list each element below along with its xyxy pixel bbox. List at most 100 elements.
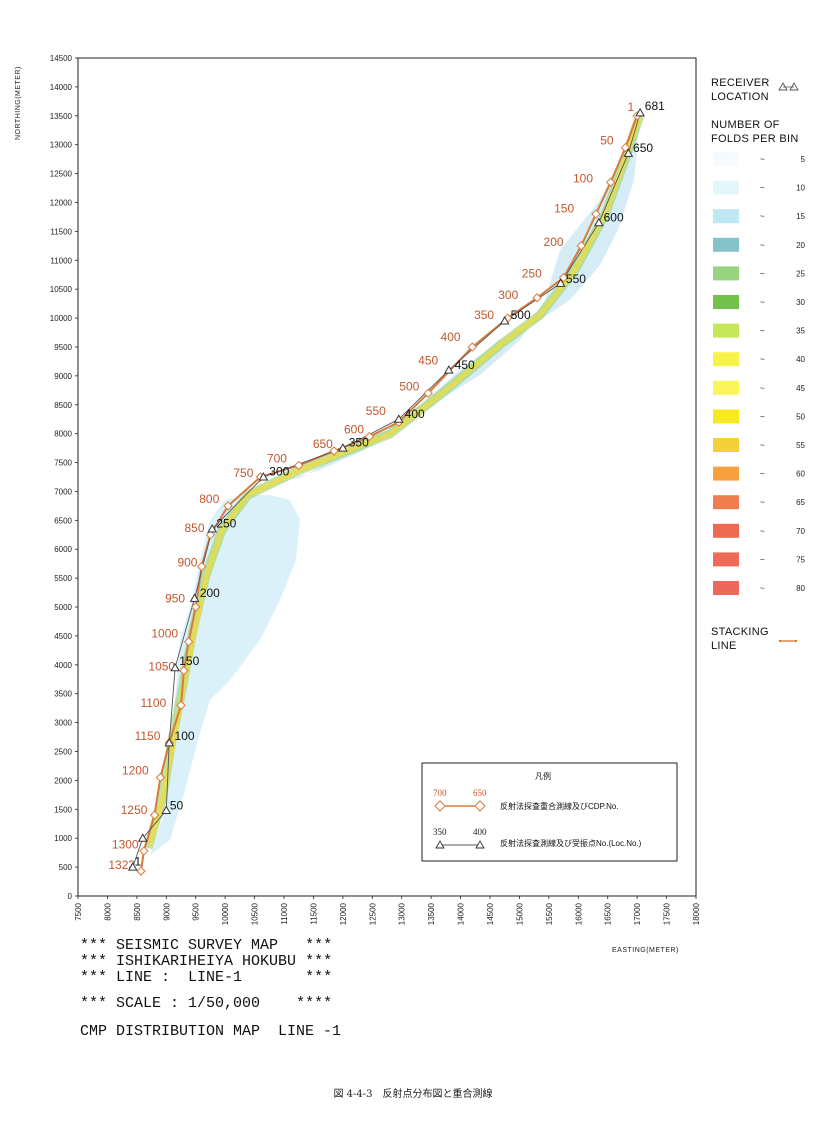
y-tick-label: 13500 (50, 112, 73, 121)
fold-range-tilde: ~ (760, 584, 765, 593)
cdp-number-label: 350 (474, 308, 494, 322)
x-tick-label: 8000 (103, 902, 112, 920)
y-tick-label: 14500 (50, 54, 73, 63)
cdp-number-label: 1050 (148, 660, 175, 674)
x-tick-label: 13000 (398, 902, 407, 925)
legend-cdp-b: 650 (473, 788, 487, 798)
x-tick-label: 16000 (574, 902, 583, 925)
y-tick-label: 4000 (54, 661, 72, 670)
receiver-triangle-marker (258, 471, 269, 481)
fold-range-tilde: ~ (760, 212, 765, 221)
legend-box-title: 凡例 (535, 771, 551, 781)
fold-class-value: 25 (796, 269, 805, 278)
x-tick-label: 9000 (162, 902, 171, 920)
cdp-number-label: 1100 (140, 696, 166, 710)
y-tick-label: 4500 (54, 632, 72, 641)
y-tick-label: 6500 (54, 516, 72, 525)
receiver-number-label: 450 (455, 358, 475, 372)
receiver-markers: 1501001502002503003504004505005506006506… (127, 99, 665, 871)
fold-range-tilde: ~ (760, 155, 765, 164)
cdp-diamond-marker (191, 602, 201, 612)
fold-range-tilde: ~ (760, 327, 765, 336)
fold-color-swatch (713, 581, 739, 595)
cdp-number-label: 1 (628, 100, 635, 114)
y-tick-label: 11000 (50, 256, 72, 265)
info-line-scale: *** SCALE : 1/50,000 **** (80, 995, 333, 1012)
y-tick-label: 3500 (54, 690, 72, 699)
receiver-triangle-marker (137, 833, 148, 842)
x-tick-label: 10500 (251, 902, 260, 925)
legend-cdp-a: 700 (433, 788, 447, 798)
fold-range-tilde: ~ (760, 269, 765, 278)
cdp-number-label: 800 (199, 492, 219, 506)
fold-range-tilde: ~ (760, 527, 765, 536)
stacking-legend-icon (778, 639, 798, 643)
cdp-diamond-marker (576, 241, 586, 251)
y-tick-label: 5000 (54, 603, 72, 612)
receiver-triangle-marker (499, 315, 510, 325)
receiver-number-label: 150 (179, 654, 199, 668)
fold-class-value: 40 (796, 355, 805, 364)
cdp-diamond-marker (329, 446, 339, 456)
cdp-diamond-marker (196, 561, 207, 572)
fold-class-value: 35 (796, 327, 805, 336)
y-tick-label: 500 (59, 863, 73, 872)
fold-range-tilde: ~ (760, 298, 765, 307)
cdp-number-label: 100 (573, 171, 593, 185)
x-tick-label: 14500 (486, 902, 495, 925)
cdp-diamond-marker (467, 342, 478, 352)
folds-legend-heading: NUMBER OF (711, 119, 780, 131)
x-tick-label: 15500 (545, 902, 554, 925)
y-tick-label: 1500 (54, 805, 72, 814)
folds-legend-heading-2: FOLDS PER BIN (711, 133, 799, 145)
cdp-diamond-marker (605, 177, 616, 187)
fold-color-swatch (713, 380, 739, 395)
cdp-diamond-marker (155, 772, 166, 783)
y-tick-label: 8500 (54, 401, 72, 410)
cdp-number-label: 150 (554, 201, 574, 215)
fold-color-swatch (713, 180, 739, 195)
cdp-diamond-marker (620, 142, 631, 153)
legend-loc-a: 350 (433, 827, 447, 837)
coverage-area-light (150, 495, 300, 855)
cdp-diamond-marker (423, 388, 433, 398)
legend-cdp-text: 反射法探査重合測線及びCDP.No. (500, 801, 619, 811)
fold-class-value: 70 (796, 527, 805, 536)
x-tick-label: 13500 (427, 902, 436, 925)
receiver-triangle-marker (164, 737, 175, 747)
cdp-diamond-marker (558, 272, 569, 283)
x-axis-ticks: 7500 8000 8500 9000 9500 10000 10500 11000 11500… (74, 896, 701, 925)
y-tick-label: 10500 (50, 285, 73, 294)
y-tick-label: 14000 (50, 83, 73, 92)
fold-class-value: 75 (796, 555, 805, 564)
legend-right: RECEIVER LOCATION NUMBER OF FOLDS PER BI… (711, 77, 806, 652)
info-line-area: *** ISHIKARIHEIYA HOKUBU *** (80, 953, 333, 970)
fold-class-value: 50 (796, 412, 805, 421)
map-info-block: *** SEISMIC SURVEY MAP *** *** ISHIKARIH… (80, 938, 341, 1040)
legend-box: 凡例 700 650 反射法探査重合測線及びCDP.No. 350 400 反射… (421, 762, 678, 862)
y-tick-label: 12500 (50, 170, 73, 179)
y-tick-label: 8000 (54, 430, 72, 439)
fold-color-swatch (713, 466, 739, 481)
cdp-diamond-marker (139, 846, 149, 856)
cdp-diamond-marker (205, 530, 216, 540)
y-tick-label: 6000 (54, 545, 72, 554)
cdp-number-label: 50 (600, 134, 614, 148)
fold-color-swatch (713, 409, 739, 424)
cdp-number-label: 200 (544, 235, 564, 249)
cdp-number-label: 250 (522, 267, 542, 281)
figure-caption: 図 4-4-3 反射点分布図と重合測線 (333, 1089, 493, 1100)
fold-range-tilde: ~ (760, 555, 765, 564)
fold-color-swatch (713, 523, 739, 538)
receiver-number-label: 100 (175, 729, 195, 743)
legend-receiver-triangle-icon (435, 840, 445, 849)
receiver-line (132, 112, 641, 868)
receiver-number-label: 400 (405, 407, 425, 421)
y-tick-label: 11500 (50, 227, 72, 236)
fold-color-swatch (713, 495, 739, 510)
fold-class-value: 45 (796, 384, 805, 393)
x-tick-label: 17000 (633, 902, 642, 925)
y-tick-label: 9500 (54, 343, 72, 352)
cdp-number-label: 1200 (122, 764, 149, 778)
